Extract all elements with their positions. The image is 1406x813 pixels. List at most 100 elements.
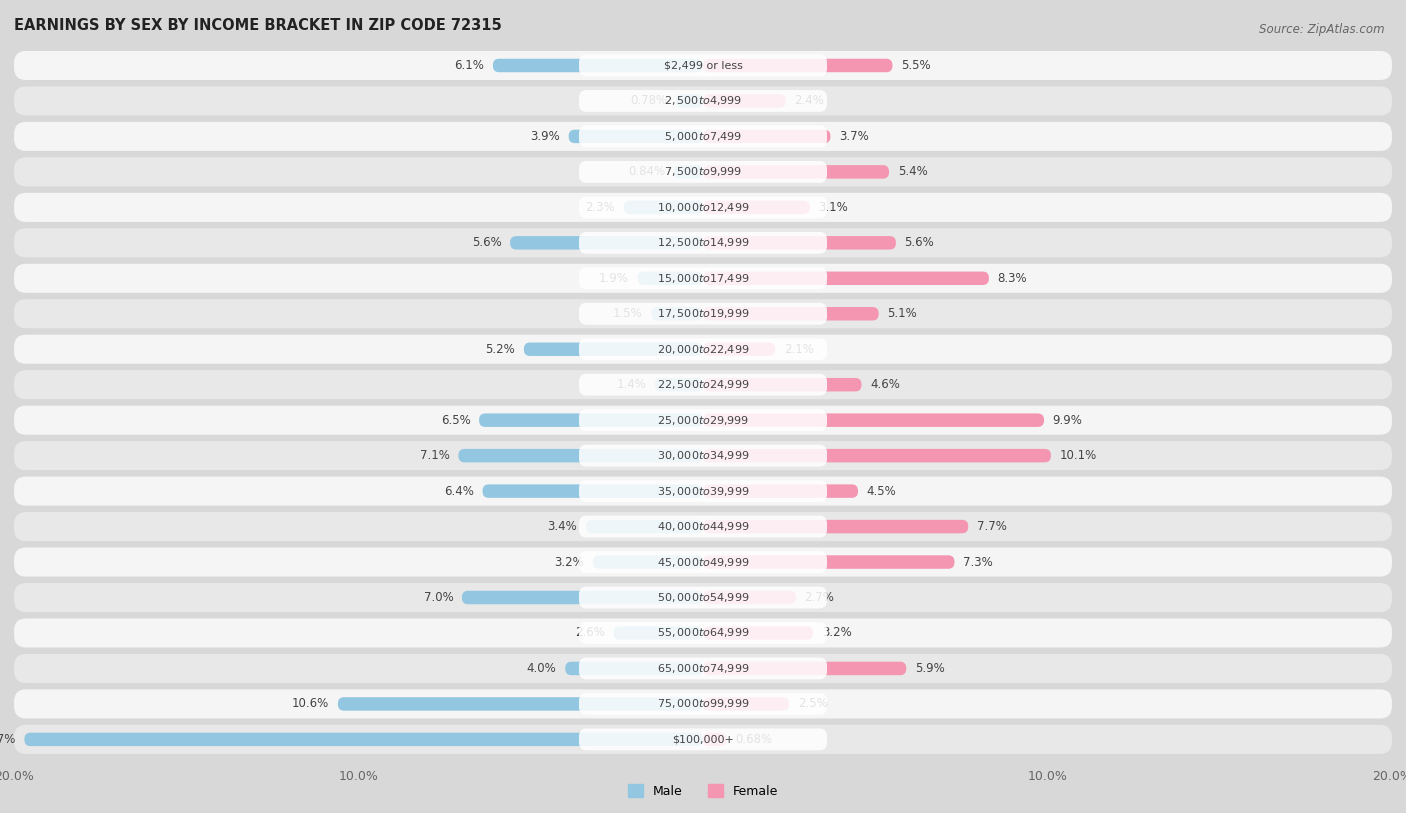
Text: 5.6%: 5.6% [904,237,934,250]
FancyBboxPatch shape [703,130,831,143]
Text: 4.5%: 4.5% [866,485,897,498]
Text: 4.0%: 4.0% [527,662,557,675]
FancyBboxPatch shape [676,94,703,107]
Text: $10,000 to $12,499: $10,000 to $12,499 [657,201,749,214]
FancyBboxPatch shape [703,94,786,107]
FancyBboxPatch shape [579,515,827,537]
Text: 4.6%: 4.6% [870,378,900,391]
FancyBboxPatch shape [14,406,1392,435]
Text: 5.1%: 5.1% [887,307,917,320]
FancyBboxPatch shape [703,626,813,640]
Text: 3.2%: 3.2% [823,627,852,640]
Text: 5.9%: 5.9% [915,662,945,675]
Text: 10.6%: 10.6% [292,698,329,711]
Text: 1.5%: 1.5% [613,307,643,320]
Text: 9.9%: 9.9% [1053,414,1083,427]
Text: 1.4%: 1.4% [616,378,647,391]
Text: $17,500 to $19,999: $17,500 to $19,999 [657,307,749,320]
Text: 2.3%: 2.3% [585,201,616,214]
Text: $20,000 to $22,499: $20,000 to $22,499 [657,343,749,356]
FancyBboxPatch shape [14,193,1392,222]
FancyBboxPatch shape [703,272,988,285]
Text: 10.1%: 10.1% [1060,449,1097,462]
FancyBboxPatch shape [579,409,827,431]
FancyBboxPatch shape [613,626,703,640]
FancyBboxPatch shape [565,662,703,675]
FancyBboxPatch shape [14,583,1392,612]
Text: 7.7%: 7.7% [977,520,1007,533]
FancyBboxPatch shape [14,689,1392,719]
FancyBboxPatch shape [673,165,703,179]
FancyBboxPatch shape [579,658,827,680]
FancyBboxPatch shape [14,122,1392,151]
Text: 2.1%: 2.1% [785,343,814,356]
FancyBboxPatch shape [579,374,827,396]
FancyBboxPatch shape [703,342,775,356]
FancyBboxPatch shape [579,54,827,76]
Text: 5.6%: 5.6% [472,237,502,250]
FancyBboxPatch shape [703,520,969,533]
Text: $100,000+: $100,000+ [672,734,734,745]
FancyBboxPatch shape [655,378,703,391]
FancyBboxPatch shape [703,165,889,179]
FancyBboxPatch shape [14,335,1392,363]
Text: $55,000 to $64,999: $55,000 to $64,999 [657,627,749,640]
FancyBboxPatch shape [579,587,827,608]
FancyBboxPatch shape [14,619,1392,647]
Text: 0.78%: 0.78% [630,94,668,107]
FancyBboxPatch shape [494,59,703,72]
Text: 2.5%: 2.5% [797,698,828,711]
Text: 3.7%: 3.7% [839,130,869,143]
Text: 3.2%: 3.2% [554,555,583,568]
FancyBboxPatch shape [14,654,1392,683]
Legend: Male, Female: Male, Female [628,785,778,798]
FancyBboxPatch shape [14,51,1392,80]
FancyBboxPatch shape [703,698,789,711]
FancyBboxPatch shape [14,725,1392,754]
Text: 19.7%: 19.7% [0,733,15,746]
Text: 6.5%: 6.5% [440,414,471,427]
Text: $50,000 to $54,999: $50,000 to $54,999 [657,591,749,604]
FancyBboxPatch shape [703,555,955,569]
FancyBboxPatch shape [579,267,827,289]
FancyBboxPatch shape [14,228,1392,258]
FancyBboxPatch shape [579,445,827,467]
FancyBboxPatch shape [14,299,1392,328]
FancyBboxPatch shape [703,449,1050,463]
FancyBboxPatch shape [579,551,827,573]
Text: $65,000 to $74,999: $65,000 to $74,999 [657,662,749,675]
FancyBboxPatch shape [703,733,727,746]
Text: $40,000 to $44,999: $40,000 to $44,999 [657,520,749,533]
Text: $2,500 to $4,999: $2,500 to $4,999 [664,94,742,107]
FancyBboxPatch shape [14,158,1392,186]
Text: $75,000 to $99,999: $75,000 to $99,999 [657,698,749,711]
FancyBboxPatch shape [651,307,703,320]
Text: 7.0%: 7.0% [423,591,453,604]
FancyBboxPatch shape [579,693,827,715]
FancyBboxPatch shape [14,86,1392,115]
FancyBboxPatch shape [579,90,827,112]
FancyBboxPatch shape [24,733,703,746]
Text: $45,000 to $49,999: $45,000 to $49,999 [657,555,749,568]
Text: $30,000 to $34,999: $30,000 to $34,999 [657,449,749,462]
FancyBboxPatch shape [458,449,703,463]
Text: EARNINGS BY SEX BY INCOME BRACKET IN ZIP CODE 72315: EARNINGS BY SEX BY INCOME BRACKET IN ZIP… [14,18,502,33]
Text: $12,500 to $14,999: $12,500 to $14,999 [657,237,749,250]
FancyBboxPatch shape [703,662,907,675]
Text: 2.4%: 2.4% [794,94,824,107]
Text: Source: ZipAtlas.com: Source: ZipAtlas.com [1260,23,1385,36]
FancyBboxPatch shape [703,591,796,604]
FancyBboxPatch shape [703,414,1045,427]
Text: 2.7%: 2.7% [804,591,835,604]
FancyBboxPatch shape [579,338,827,360]
FancyBboxPatch shape [579,232,827,254]
Text: 1.9%: 1.9% [599,272,628,285]
FancyBboxPatch shape [703,59,893,72]
Text: $22,500 to $24,999: $22,500 to $24,999 [657,378,749,391]
FancyBboxPatch shape [703,236,896,250]
Text: 8.3%: 8.3% [997,272,1028,285]
FancyBboxPatch shape [14,476,1392,506]
Text: 0.68%: 0.68% [735,733,772,746]
FancyBboxPatch shape [579,161,827,183]
Text: 3.4%: 3.4% [547,520,578,533]
